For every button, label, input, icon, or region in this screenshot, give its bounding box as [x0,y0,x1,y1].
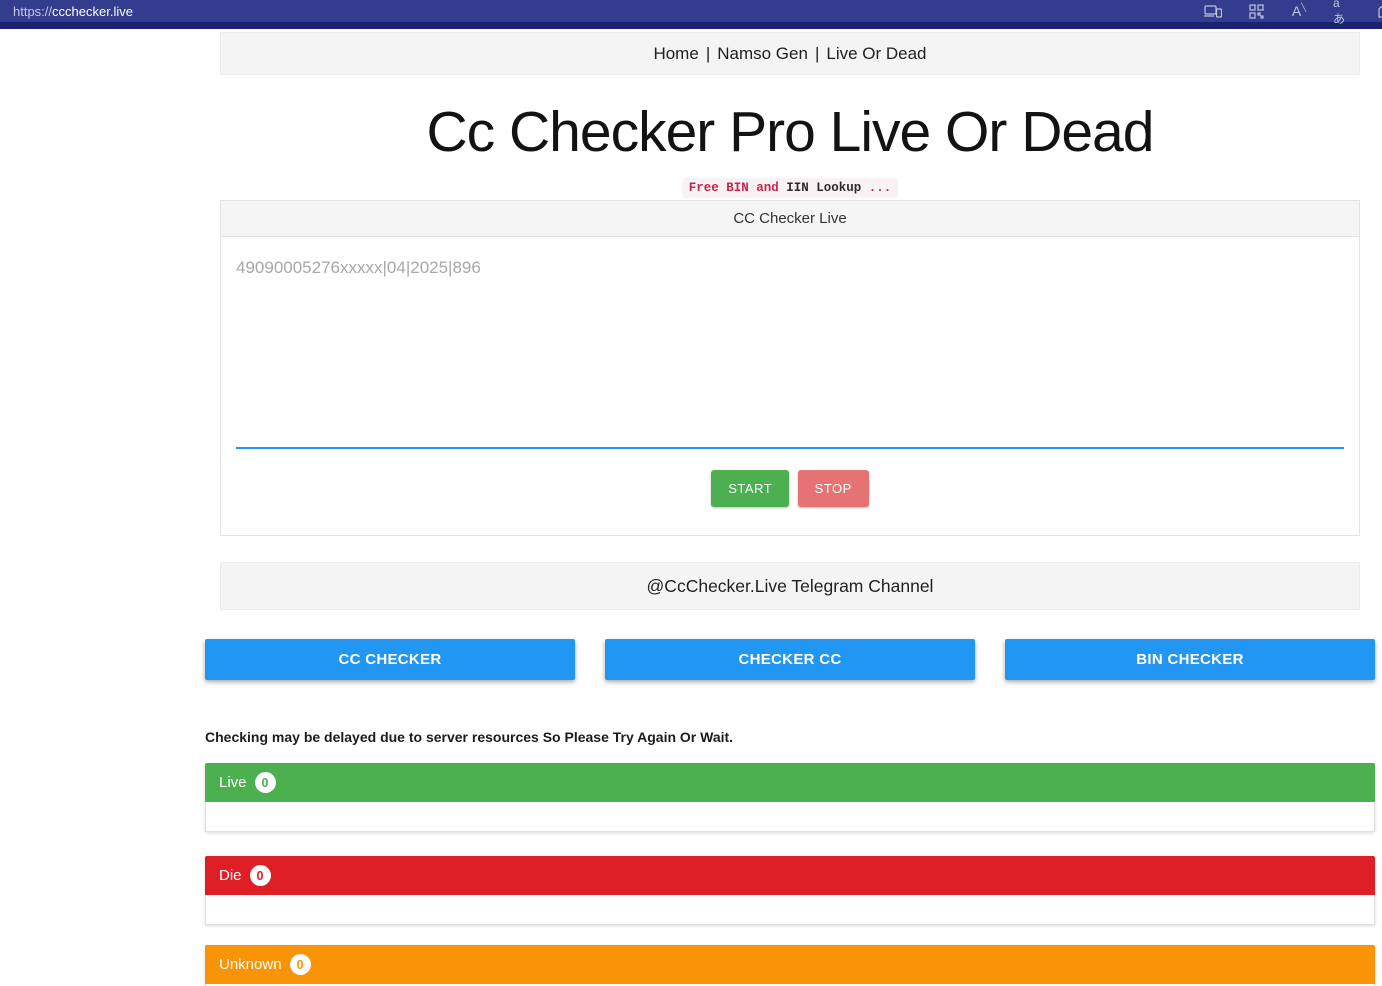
delay-notice-text: Checking may be delayed due to server re… [205,729,734,745]
more-tools-icon[interactable] [1376,3,1382,19]
unknown-results-list [205,984,1375,986]
reader-icon[interactable]: A ╲ [1291,2,1307,20]
card-input-textarea[interactable] [236,252,1344,449]
live-label: Live [219,774,247,791]
action-buttons-row: START STOP [236,470,1344,507]
browser-toolbar-icons: A ╲ aあ [1204,0,1382,26]
nav-link-live-or-dead[interactable]: Live Or Dead [826,43,927,63]
card-body: START STOP [221,237,1359,535]
browser-address-bar[interactable]: https://ccchecker.live A ╲ aあ [0,0,1382,26]
card-title: CC Checker Live [221,201,1359,237]
unknown-count-badge: 0 [289,954,311,975]
die-results-panel: Die 0 [205,856,1375,925]
live-count-badge: 0 [254,772,276,793]
promo-part2: IIN Lookup [786,181,862,195]
page-title: Cc Checker Pro Live Or Dead [426,100,1155,164]
unknown-panel-header: Unknown 0 [205,945,1375,984]
cc-checker-button[interactable]: CC CHECKER [205,639,575,680]
die-panel-header: Die 0 [205,856,1375,895]
promo-part1: Free BIN and [688,181,787,195]
nav-separator: | [814,43,820,63]
url-host: ccchecker.live [52,3,133,19]
live-results-list [205,802,1375,832]
start-button[interactable]: START [711,470,790,507]
promo-line: Free BIN and IIN Lookup ... [205,178,1375,198]
live-results-panel: Live 0 [205,763,1375,832]
promo-code-text: Free BIN and IIN Lookup ... [681,178,899,198]
checker-cc-button[interactable]: CHECKER CC [605,639,975,680]
qr-code-icon[interactable] [1247,3,1265,19]
browser-progress-strip [0,22,1382,29]
nav-link-namso-gen[interactable]: Namso Gen [717,43,808,63]
reader-glyph: A [1291,3,1302,19]
unknown-label: Unknown [219,956,282,973]
devices-icon[interactable] [1204,3,1222,19]
cc-checker-card: CC Checker Live START STOP [220,200,1360,536]
page-content: Home | Namso Gen | Live Or Dead Cc Check… [205,32,1375,986]
stop-button[interactable]: STOP [797,470,869,507]
unknown-results-panel: Unknown 0 [205,945,1375,986]
live-panel-header: Live 0 [205,763,1375,802]
url-scheme: https:// [13,3,53,19]
nav-link-home[interactable]: Home [653,43,699,63]
top-navigation: Home | Namso Gen | Live Or Dead [220,32,1360,75]
translate-icon[interactable]: aあ [1333,0,1346,26]
die-count-badge: 0 [249,865,271,886]
tool-buttons-row: CC CHECKER CHECKER CC BIN CHECKER [205,639,1375,680]
promo-part3: ... [861,181,892,195]
nav-separator: | [705,43,711,63]
bin-checker-button[interactable]: BIN CHECKER [1005,639,1375,680]
die-results-list [205,895,1375,925]
die-label: Die [219,867,242,884]
telegram-channel-bar[interactable]: @CcChecker.Live Telegram Channel [220,562,1360,610]
